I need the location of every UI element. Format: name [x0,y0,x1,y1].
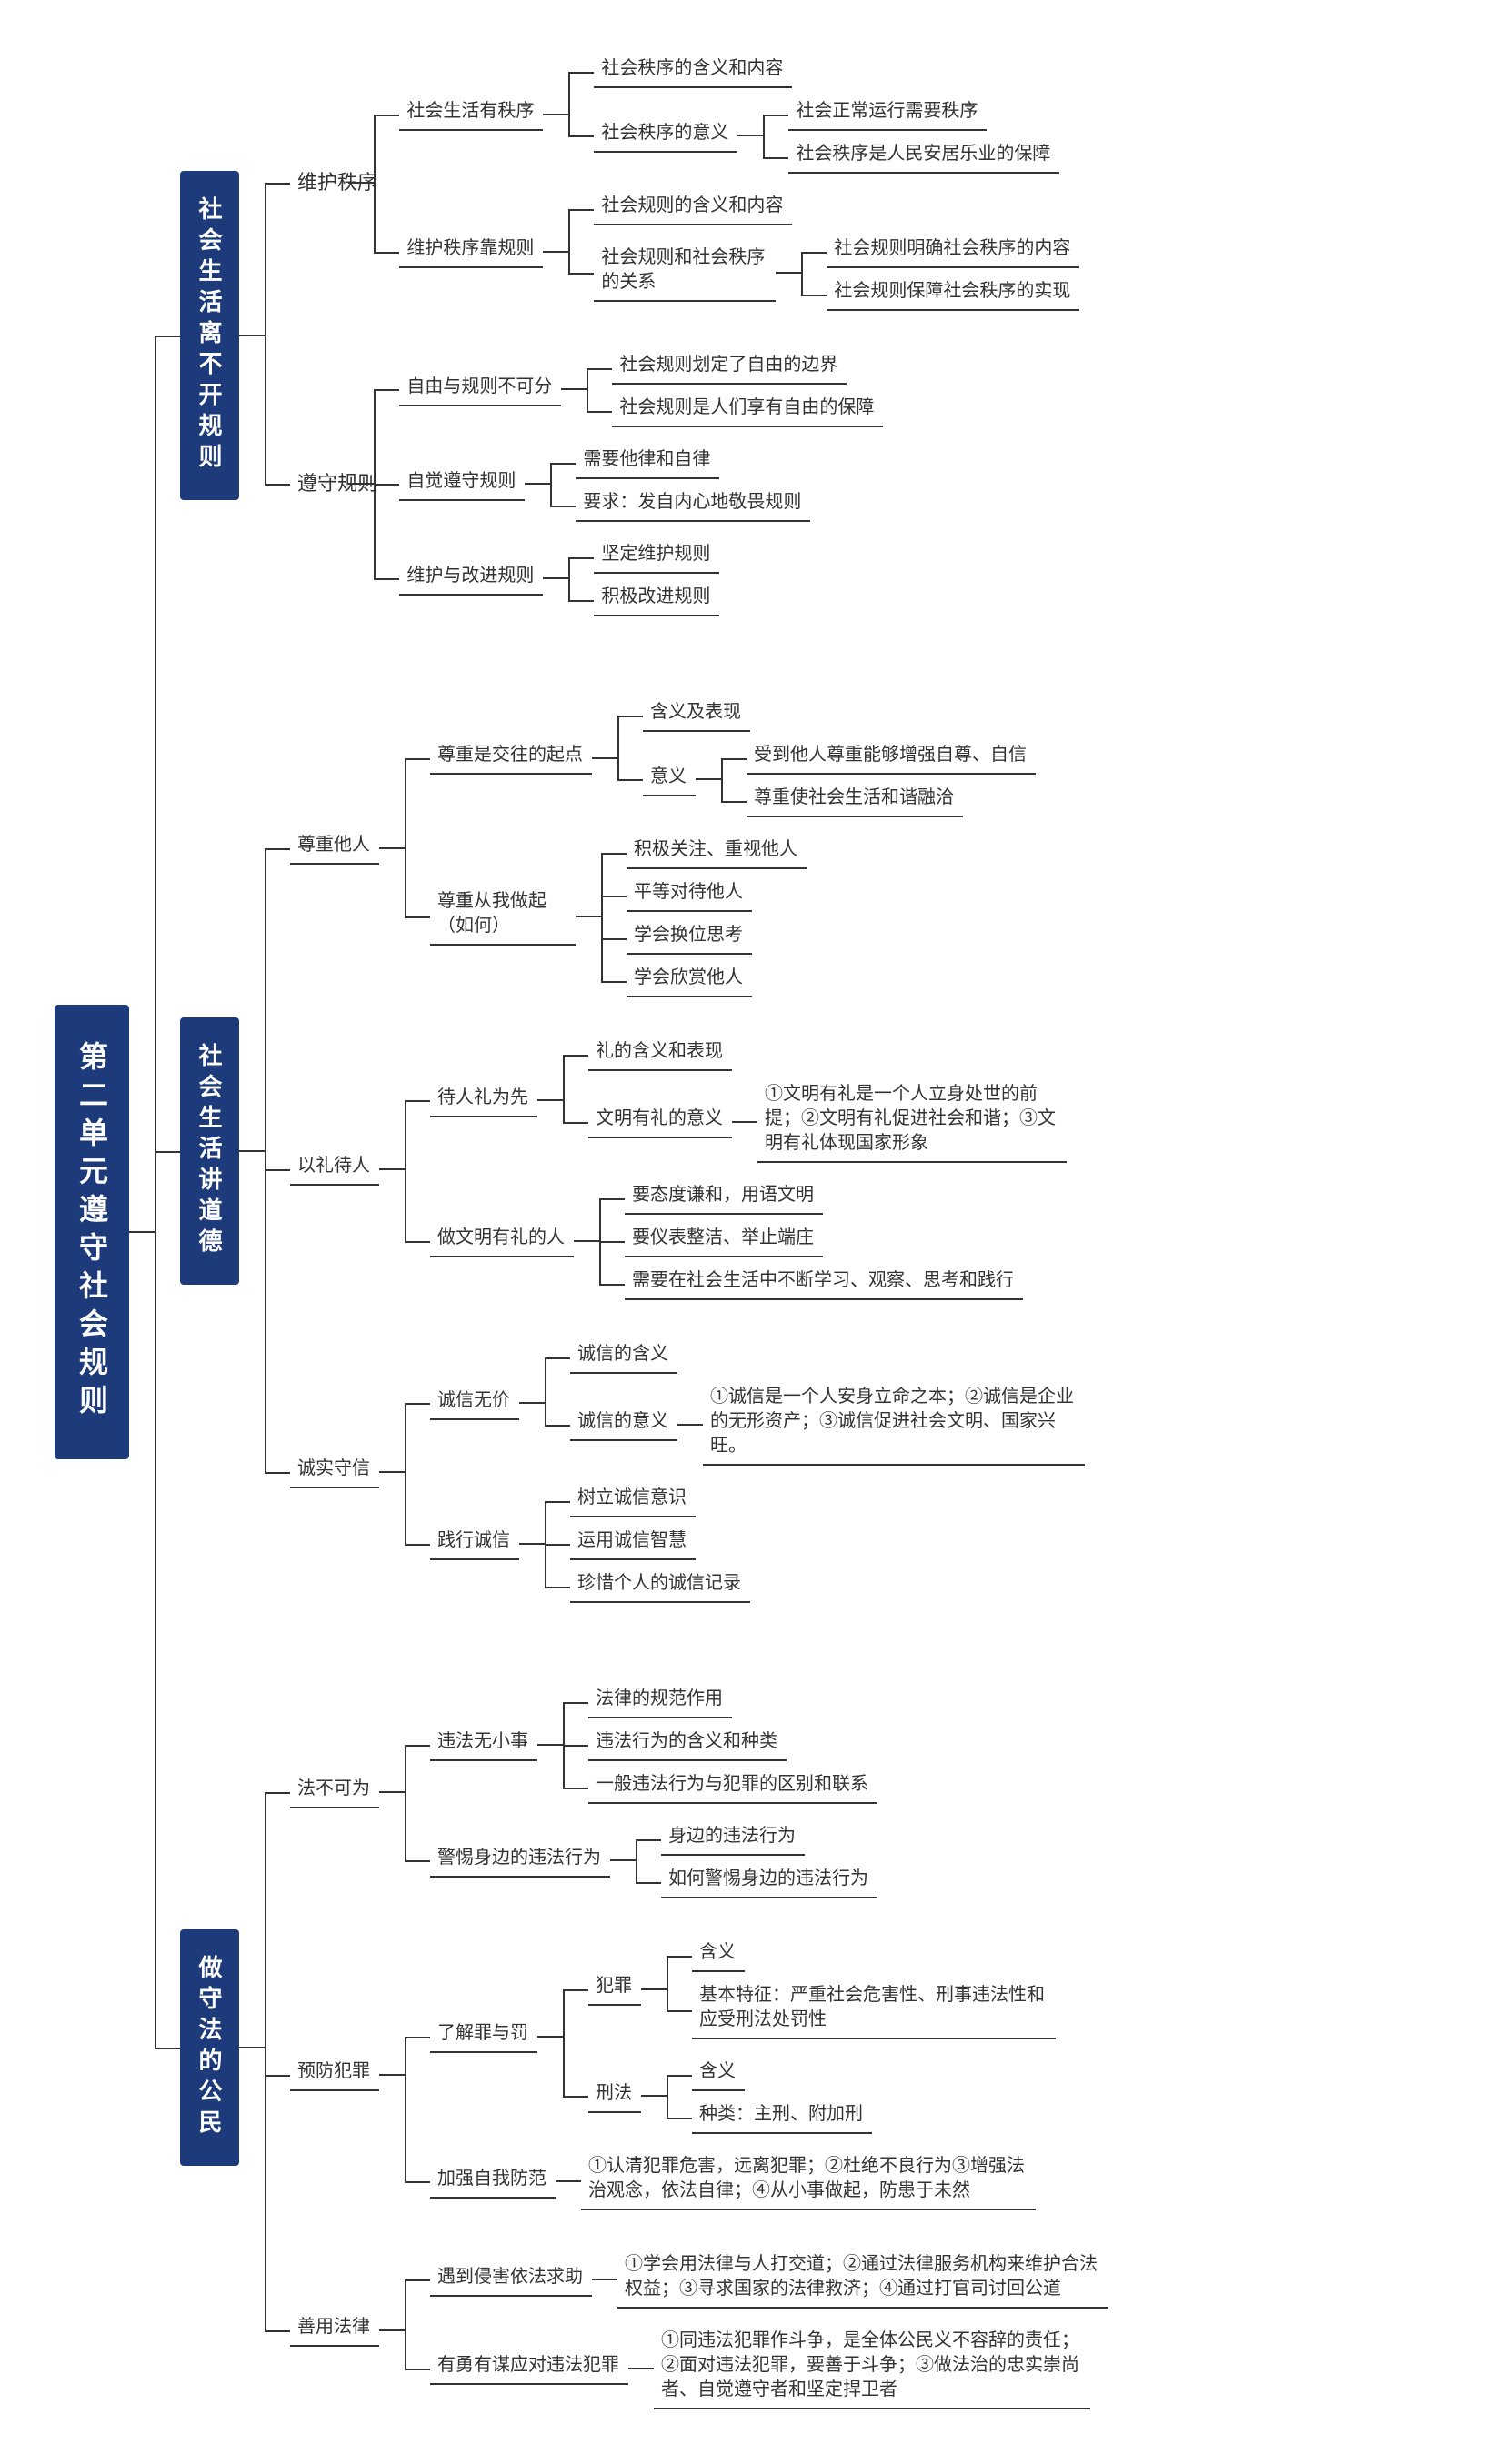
leaf: 含义及表现 [643,698,750,732]
leaf: ①认清犯罪危害，远离犯罪；②杜绝不良行为③增强法治观念，依法自律；④从小事做起，… [581,2152,1036,2210]
leaf: 社会规则明确社会秩序的内容 [827,235,1079,268]
leaf: 如何警惕身边的违法行为 [661,1865,877,1898]
leaf: 身边的违法行为 [661,1822,805,1856]
leaf: 有勇有谋应对违法犯罪 [430,2351,628,2385]
leaf: 社会规则是人们享有自由的保障 [612,394,883,427]
leaf: 警惕身边的违法行为 [430,1844,610,1878]
leaf: 诚信的含义 [570,1340,677,1374]
leaf: ①学会用法律与人打交道；②通过法律服务机构来维护合法权益；③寻求国家的法律救济；… [617,2250,1108,2309]
leaf: 意义 [643,763,696,796]
leaf: 社会秩序的含义和内容 [594,55,792,88]
leaf: 社会正常运行需要秩序 [788,97,987,131]
root-bracket: 社会生活离不开规则 维护秩序 社会生活有秩序 社会秩序的含义和内容 [155,55,1108,2409]
leaf: 加强自我防范 [430,2165,556,2199]
leaf: ①同违法犯罪作斗争，是全体公民义不容辞的责任；②面对违法犯罪，要善于斗争；③做法… [654,2327,1090,2409]
leaf: 违法行为的含义和种类 [588,1728,787,1761]
leaf: 文明有礼的意义 [588,1105,732,1138]
mindmap-root: 第二单元遵守社会规则 社会生活离不开规则 维护秩序 社会生活有秩序 [55,55,1468,2409]
leaf: 平等对待他人 [627,878,752,912]
l2-label: 预防犯罪 [290,2058,379,2091]
leaf: 自觉遵守规则 [399,467,525,501]
leaf: 要态度谦和，用语文明 [625,1181,823,1215]
leaf: 尊重从我做起（如何） [430,887,576,946]
leaf: 诚信无价 [430,1387,519,1420]
leaf: 践行诚信 [430,1527,519,1560]
leaf: ①诚信是一个人安身立命之本；②诚信是企业的无形资产；③诚信促进社会文明、国家兴旺… [703,1383,1085,1466]
leaf: 社会秩序是人民安居乐业的保障 [788,140,1059,174]
leaf: 学会欣赏他人 [627,964,752,997]
branch-3: 做守法的公民 法不可为 违法无小事 法律的规范作用 [155,1685,1108,2409]
branch-2: 社会生活讲道德 尊重他人 尊重是交往的起点 含义及表现 [155,698,1108,1603]
leaf: 积极改进规则 [594,583,719,616]
branch-1: 社会生活离不开规则 维护秩序 社会生活有秩序 社会秩序的含义和内容 [155,55,1108,616]
leaf: 坚定维护规则 [594,540,719,574]
l2-label: 以礼待人 [290,1152,379,1186]
leaf: 种类：主刑、附加刑 [692,2100,872,2134]
leaf: 要求：发自内心地敬畏规则 [576,488,810,522]
root-node: 第二单元遵守社会规则 [55,1005,129,1459]
l2-label: 善用法律 [290,2313,379,2347]
l2-label: 维护秩序 [290,169,348,197]
leaf: ①文明有礼是一个人立身处世的前提；②文明有礼促进社会和谐；③文明有礼体现国家形象 [757,1080,1067,1163]
leaf: 社会规则的含义和内容 [594,192,792,225]
leaf: 社会规则和社会秩序的关系 [594,244,776,302]
leaf: 需要在社会生活中不断学习、观察、思考和践行 [625,1267,1023,1300]
leaf: 做文明有礼的人 [430,1224,574,1257]
leaf: 维护与改进规则 [399,562,543,596]
leaf: 社会秩序的意义 [594,119,737,153]
l2-label: 法不可为 [290,1775,379,1808]
leaf: 一般违法行为与犯罪的区别和联系 [588,1770,877,1804]
leaf: 维护秩序靠规则 [399,235,543,268]
leaf: 社会规则保障社会秩序的实现 [827,277,1079,311]
leaf: 树立诚信意识 [570,1484,696,1517]
l2-label: 诚实守信 [290,1455,379,1488]
l1-node: 做守法的公民 [180,1929,239,2166]
leaf: 要仪表整洁、举止端庄 [625,1224,823,1257]
leaf: 了解罪与罚 [430,2019,537,2053]
leaf: 含义 [692,2058,745,2091]
leaf: 自由与规则不可分 [399,373,561,406]
l2-label: 遵守规则 [290,470,348,498]
leaf: 需要他律和自律 [576,446,719,479]
leaf: 诚信的意义 [570,1407,677,1441]
leaf: 刑法 [588,2079,641,2113]
leaf: 尊重使社会生活和谐融洽 [747,784,963,817]
leaf: 社会规则划定了自由的边界 [612,351,847,385]
leaf: 尊重是交往的起点 [430,741,592,775]
leaf: 犯罪 [588,1972,641,2006]
leaf: 运用诚信智慧 [570,1527,696,1560]
leaf: 积极关注、重视他人 [627,836,807,869]
leaf: 社会生活有秩序 [399,97,543,131]
leaf: 基本特征：严重社会危害性、刑事违法性和应受刑法处罚性 [692,1981,1056,2039]
leaf: 遇到侵害依法求助 [430,2263,592,2297]
leaf: 违法无小事 [430,1728,537,1761]
leaf: 含义 [692,1938,745,1972]
l1-node: 社会生活离不开规则 [180,171,239,500]
leaf: 待人礼为先 [430,1084,537,1117]
leaf: 礼的含义和表现 [588,1037,732,1071]
l1-node: 社会生活讲道德 [180,1017,239,1285]
leaf: 学会换位思考 [627,921,752,955]
leaf: 受到他人尊重能够增强自尊、自信 [747,741,1036,775]
leaf: 法律的规范作用 [588,1685,732,1718]
l2-label: 尊重他人 [290,831,379,865]
leaf: 珍惜个人的诚信记录 [570,1569,750,1603]
